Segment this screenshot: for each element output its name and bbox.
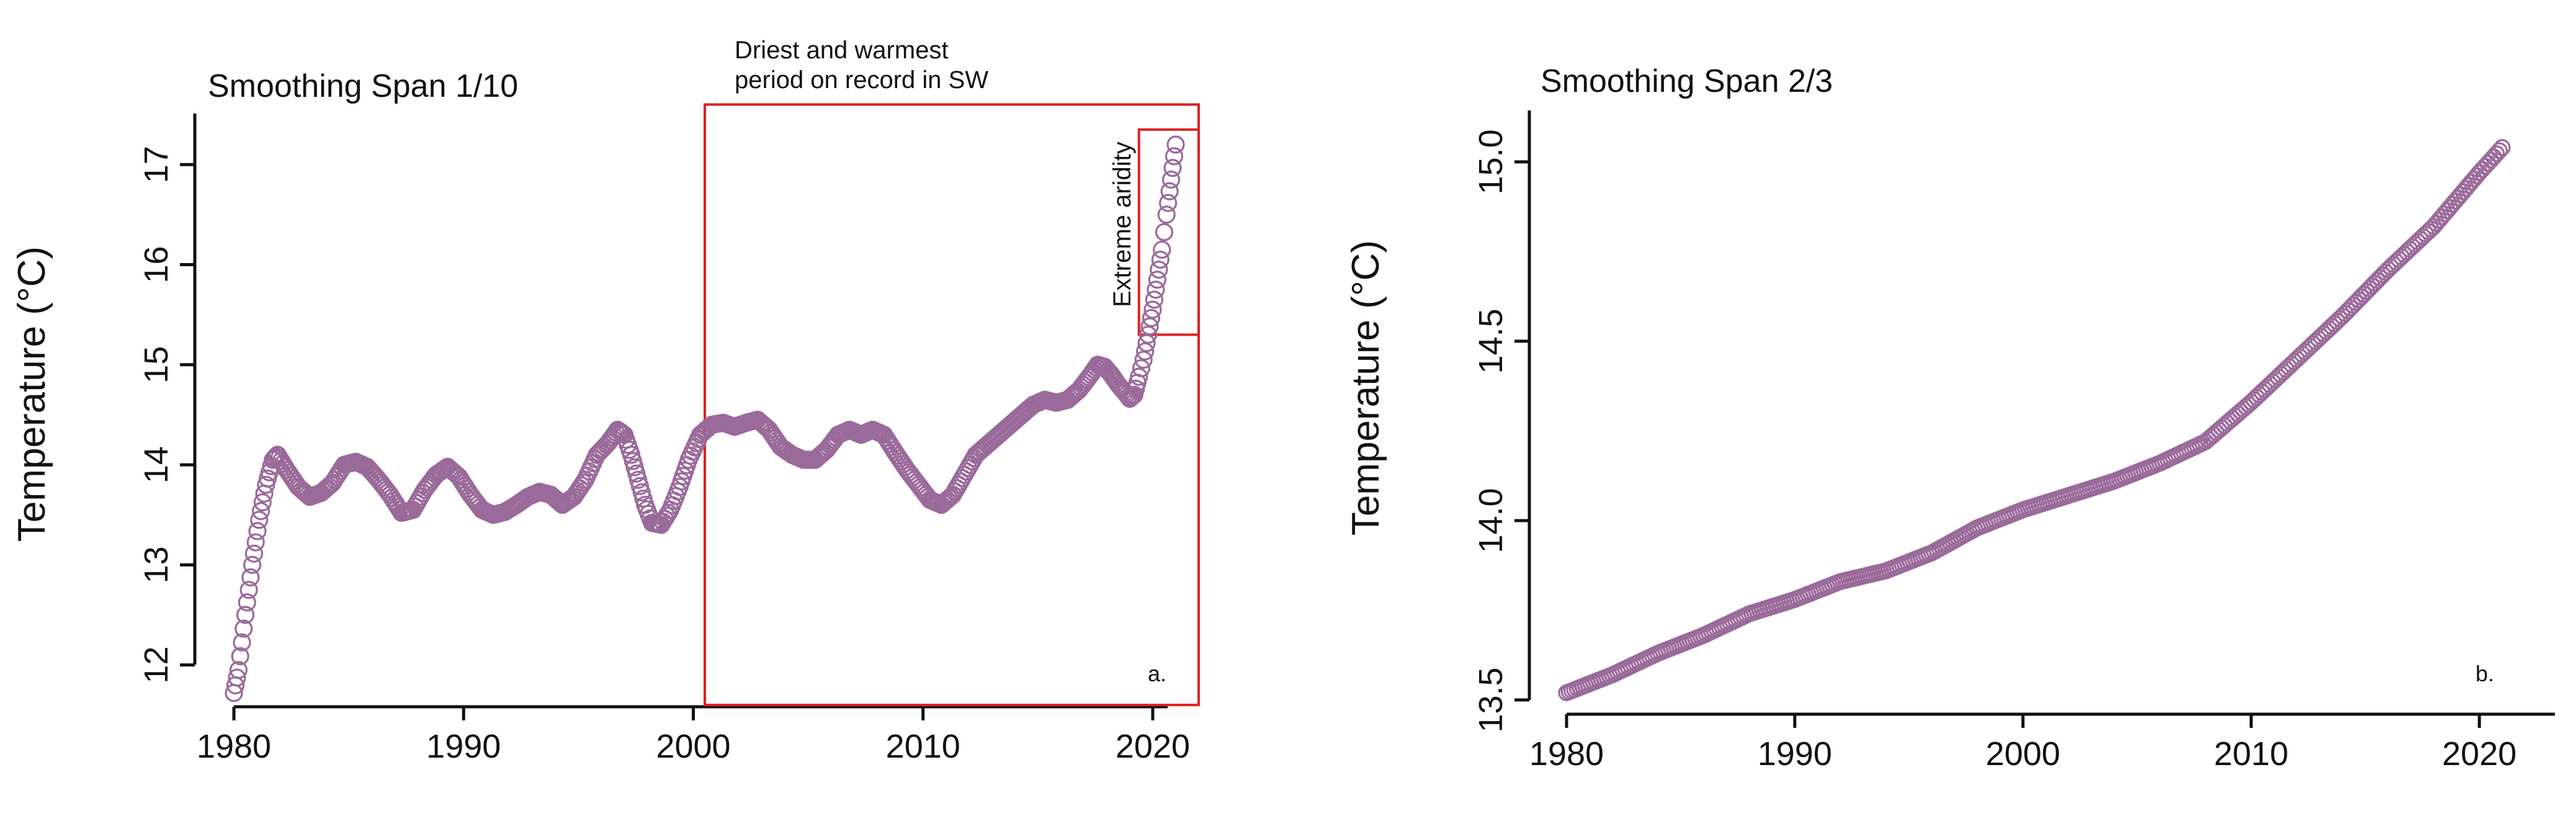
dry-warm-annotation-line2: period on record in SW xyxy=(735,66,988,94)
panel-a-data-point xyxy=(235,619,253,638)
panel-a-data-point xyxy=(1155,223,1174,241)
panel-a-data-point xyxy=(1165,147,1184,166)
panel-b-x-ticks: 1980 1990 2000 2010 2020 xyxy=(1529,714,2516,773)
panel-a-data-point xyxy=(251,502,271,521)
panel-a-y-axis-label: Temperature (°C) xyxy=(11,246,53,542)
panel-a-data-point xyxy=(231,647,249,666)
panel-a-data-point xyxy=(239,581,258,599)
panel-a-data-point xyxy=(572,476,591,495)
panel-a-data-point xyxy=(1140,317,1159,336)
panel-b: Smoothing Span 2/3 Temperature (°C) 13.5… xyxy=(1344,63,2555,773)
panel-a-y-tick-label: 16 xyxy=(138,246,175,283)
panel-a-data-point xyxy=(1147,280,1165,299)
panel-a-data-point xyxy=(1145,290,1164,309)
extreme-aridity-box xyxy=(1137,128,1201,336)
panel-b-x-tick-label: 2000 xyxy=(1986,735,2060,773)
panel-a-data-point xyxy=(1151,250,1169,269)
panel-a-data-point xyxy=(1161,170,1181,189)
extreme-aridity-annotation: Extreme aridity xyxy=(1109,141,1136,307)
panel-a-data-point xyxy=(246,533,265,552)
panel-a-x-tick-label: 2010 xyxy=(886,728,960,765)
panel-a: Smoothing Span 1/10 Temperature (°C) 121… xyxy=(11,37,1201,765)
panel-a-y-tick-label: 17 xyxy=(138,146,175,183)
panel-b-y-tick-label: 14.0 xyxy=(1472,488,1509,553)
panel-a-data-point xyxy=(253,493,272,512)
panel-a-data-point xyxy=(244,544,263,563)
panel-a-data-point xyxy=(1157,205,1176,224)
panel-a-y-tick-label: 15 xyxy=(138,346,175,383)
panel-a-data-point xyxy=(228,668,246,687)
panel-a-data-point xyxy=(1148,271,1166,289)
panel-a-y-ticks: 12 13 14 15 16 17 xyxy=(138,146,195,684)
panel-a-x-tick-label: 2020 xyxy=(1116,728,1190,765)
panel-b-y-axis-label: Temperature (°C) xyxy=(1344,240,1387,535)
panel-a-y-tick-label: 14 xyxy=(138,446,175,483)
panel-a-x-tick-label: 1980 xyxy=(197,728,271,765)
panel-a-data-point xyxy=(1159,194,1178,212)
panel-a-x-tick-label: 2000 xyxy=(656,728,730,765)
panel-a-data-point xyxy=(248,522,267,540)
panel-b-points xyxy=(1558,139,2511,702)
panel-a-x-tick-label: 1990 xyxy=(426,728,501,765)
panel-a-data-point xyxy=(229,661,248,679)
panel-a-y-tick-label: 13 xyxy=(138,546,175,583)
panel-a-data-point xyxy=(1130,367,1148,386)
panel-b-x-tick-label: 2020 xyxy=(2442,735,2516,773)
panel-a-points xyxy=(225,135,1185,702)
panel-a-data-point xyxy=(238,593,256,612)
panel-b-title: Smoothing Span 2/3 xyxy=(1541,63,1833,99)
panel-a-data-point xyxy=(1134,351,1153,369)
panel-a-data-point xyxy=(241,568,260,587)
panel-b-x-tick-label: 2010 xyxy=(2214,735,2288,773)
panel-a-data-point xyxy=(1166,135,1185,154)
panel-b-y-ticks: 13.5 14.0 14.5 15.0 xyxy=(1472,129,1529,733)
panel-b-y-tick-label: 15.0 xyxy=(1472,129,1509,194)
panel-a-data-point xyxy=(1138,325,1158,344)
panel-a-data-point xyxy=(1136,342,1155,361)
panel-a-data-point xyxy=(1143,300,1162,319)
panel-a-data-point xyxy=(1132,359,1151,378)
dry-warm-period-box xyxy=(704,103,1201,707)
panel-a-data-point xyxy=(1150,260,1168,279)
panel-a-tag: a. xyxy=(1148,661,1166,686)
panel-b-tag: b. xyxy=(2475,661,2494,686)
panel-a-data-point xyxy=(1137,334,1156,352)
panel-b-data-point xyxy=(2493,139,2511,156)
panel-b-y-tick-label: 14.5 xyxy=(1472,308,1509,374)
panel-a-data-point xyxy=(1160,182,1179,200)
panel-b-data-point xyxy=(2490,142,2508,159)
panel-a-data-point xyxy=(1163,159,1182,177)
panel-a-title: Smoothing Span 1/10 xyxy=(208,68,518,104)
panel-b-y-tick-label: 13.5 xyxy=(1472,667,1509,732)
dry-warm-annotation-line1: Driest and warmest xyxy=(735,37,949,64)
panel-a-data-point xyxy=(236,606,255,624)
panel-a-data-point xyxy=(1120,390,1139,408)
panel-b-x-tick-label: 1980 xyxy=(1529,735,1604,773)
panel-a-data-point xyxy=(233,633,251,652)
panel-a-x-ticks: 1980 1990 2000 2010 2020 xyxy=(197,707,1190,765)
panel-a-data-point xyxy=(250,511,269,529)
panel-a-data-point xyxy=(1153,240,1171,259)
panel-a-y-tick-label: 12 xyxy=(138,647,175,684)
panel-a-data-point xyxy=(1142,308,1161,328)
panel-a-data-point xyxy=(243,555,262,574)
panel-b-x-tick-label: 1990 xyxy=(1758,735,1832,773)
